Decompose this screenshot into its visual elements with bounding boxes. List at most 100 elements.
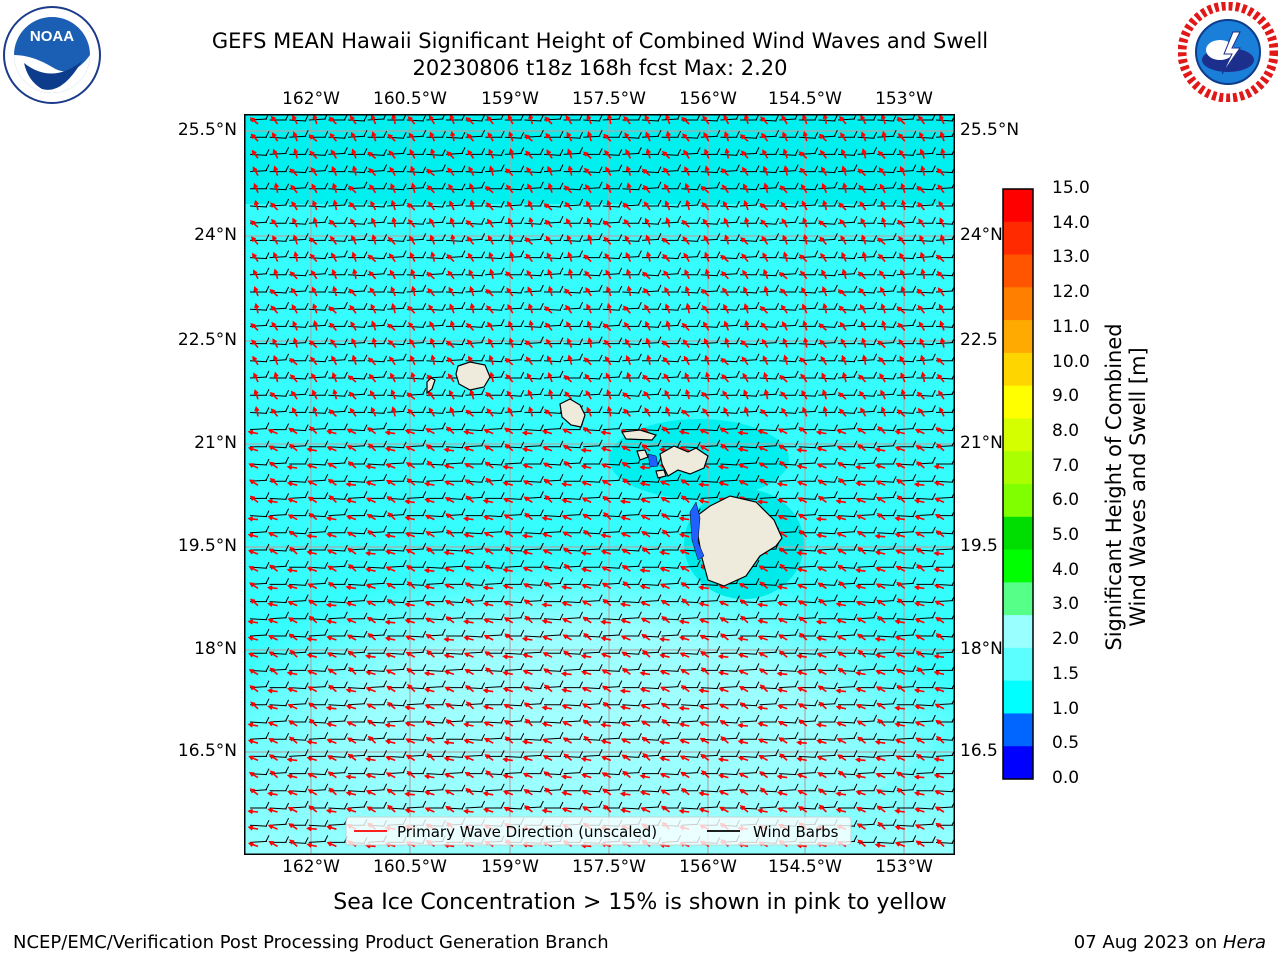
wave-arrow xyxy=(620,738,631,744)
wave-arrow xyxy=(626,371,632,383)
wind-barb xyxy=(347,269,368,277)
wave-arrow xyxy=(331,372,338,383)
wave-arrow xyxy=(915,737,925,744)
wave-arrow xyxy=(934,687,945,693)
wind-barb xyxy=(504,766,525,775)
wave-arrow xyxy=(271,132,279,142)
wind-barb xyxy=(543,370,564,379)
wave-arrow xyxy=(525,150,533,159)
wave-arrow xyxy=(249,117,259,125)
wave-arrow xyxy=(839,218,847,228)
wave-arrow xyxy=(541,515,553,522)
wind-barb xyxy=(406,697,427,706)
wave-arrow xyxy=(738,669,749,676)
island-hawaii xyxy=(693,495,783,587)
wave-arrow xyxy=(391,302,397,314)
wind-barb xyxy=(622,493,642,500)
wave-arrow xyxy=(346,737,357,744)
wave-arrow xyxy=(777,428,788,435)
wave-arrow xyxy=(580,756,592,762)
wave-arrow xyxy=(782,251,788,262)
wind-barb xyxy=(426,319,446,327)
wind-barb xyxy=(563,784,584,792)
wind-barb xyxy=(877,645,897,654)
wave-arrow xyxy=(545,338,553,349)
wave-arrow xyxy=(698,618,710,624)
wave-arrow xyxy=(351,354,357,366)
wave-arrow xyxy=(620,445,631,452)
wind-barb xyxy=(720,114,740,121)
colorbar-cell xyxy=(1003,254,1033,288)
wave-arrow xyxy=(287,687,298,693)
colorbar-title-line1: Significant Height of Combined xyxy=(1102,323,1126,651)
wave-arrow xyxy=(465,788,475,796)
wave-arrow xyxy=(898,149,906,159)
wind-barb xyxy=(583,542,603,551)
wave-arrow xyxy=(740,150,749,159)
wave-arrow xyxy=(664,200,671,211)
wave-arrow xyxy=(289,168,298,177)
wave-arrow xyxy=(326,841,337,848)
wind-barb xyxy=(446,629,466,637)
wave-arrow xyxy=(642,374,651,383)
wave-arrow xyxy=(252,355,259,366)
wave-arrow xyxy=(741,166,749,177)
wave-arrow xyxy=(936,736,945,744)
wave-arrow xyxy=(562,737,573,744)
wave-arrow xyxy=(312,303,318,314)
wave-arrow xyxy=(701,770,710,779)
wave-arrow xyxy=(623,321,632,331)
wave-arrow xyxy=(899,269,906,280)
wave-arrow xyxy=(561,617,572,624)
wave-arrow xyxy=(717,464,729,470)
wind-barb xyxy=(387,286,407,294)
wave-arrow xyxy=(720,357,729,366)
wave-arrow xyxy=(763,285,769,297)
wave-arrow xyxy=(567,165,573,176)
wave-arrow xyxy=(563,185,573,194)
wave-arrow xyxy=(796,464,807,470)
wind-barb xyxy=(916,353,936,362)
wave-arrow xyxy=(463,446,474,452)
footer-host: Hera xyxy=(1222,932,1266,953)
wave-arrow xyxy=(933,583,945,590)
wave-arrow xyxy=(802,217,808,228)
wind-barb xyxy=(406,166,427,174)
wind-barb xyxy=(877,199,897,207)
wind-barb xyxy=(485,595,505,603)
wind-barb xyxy=(289,664,309,671)
wave-arrow xyxy=(856,427,867,435)
wave-arrow xyxy=(248,479,259,486)
wave-arrow xyxy=(645,234,651,245)
wave-arrow xyxy=(838,478,847,486)
wave-arrow xyxy=(920,165,926,176)
wave-arrow xyxy=(368,270,377,280)
wind-barb xyxy=(485,337,505,345)
wave-arrow xyxy=(776,498,788,504)
wave-arrow xyxy=(292,114,298,125)
wave-arrow xyxy=(387,701,396,710)
wave-arrow xyxy=(661,426,671,435)
wave-arrow xyxy=(605,372,612,383)
wave-arrow xyxy=(522,566,533,572)
wind-barb xyxy=(445,544,466,552)
wave-arrow xyxy=(899,355,906,366)
wave-arrow xyxy=(326,429,337,435)
wave-arrow xyxy=(934,514,945,521)
wind-barb xyxy=(367,750,388,757)
wave-arrow xyxy=(841,251,847,262)
wave-arrow xyxy=(580,670,592,676)
wave-arrow xyxy=(486,115,494,125)
wave-arrow xyxy=(679,635,690,641)
wave-arrow xyxy=(290,287,298,297)
wave-arrow xyxy=(821,389,828,400)
wind-barb xyxy=(504,147,525,155)
wave-arrow xyxy=(585,287,592,297)
wind-barb xyxy=(700,475,721,483)
wind-barb xyxy=(759,251,780,259)
wave-arrow xyxy=(624,132,632,142)
wind-barb xyxy=(583,302,603,310)
wave-arrow xyxy=(641,444,651,452)
wave-arrow xyxy=(485,770,494,779)
wind-barb xyxy=(779,337,799,345)
